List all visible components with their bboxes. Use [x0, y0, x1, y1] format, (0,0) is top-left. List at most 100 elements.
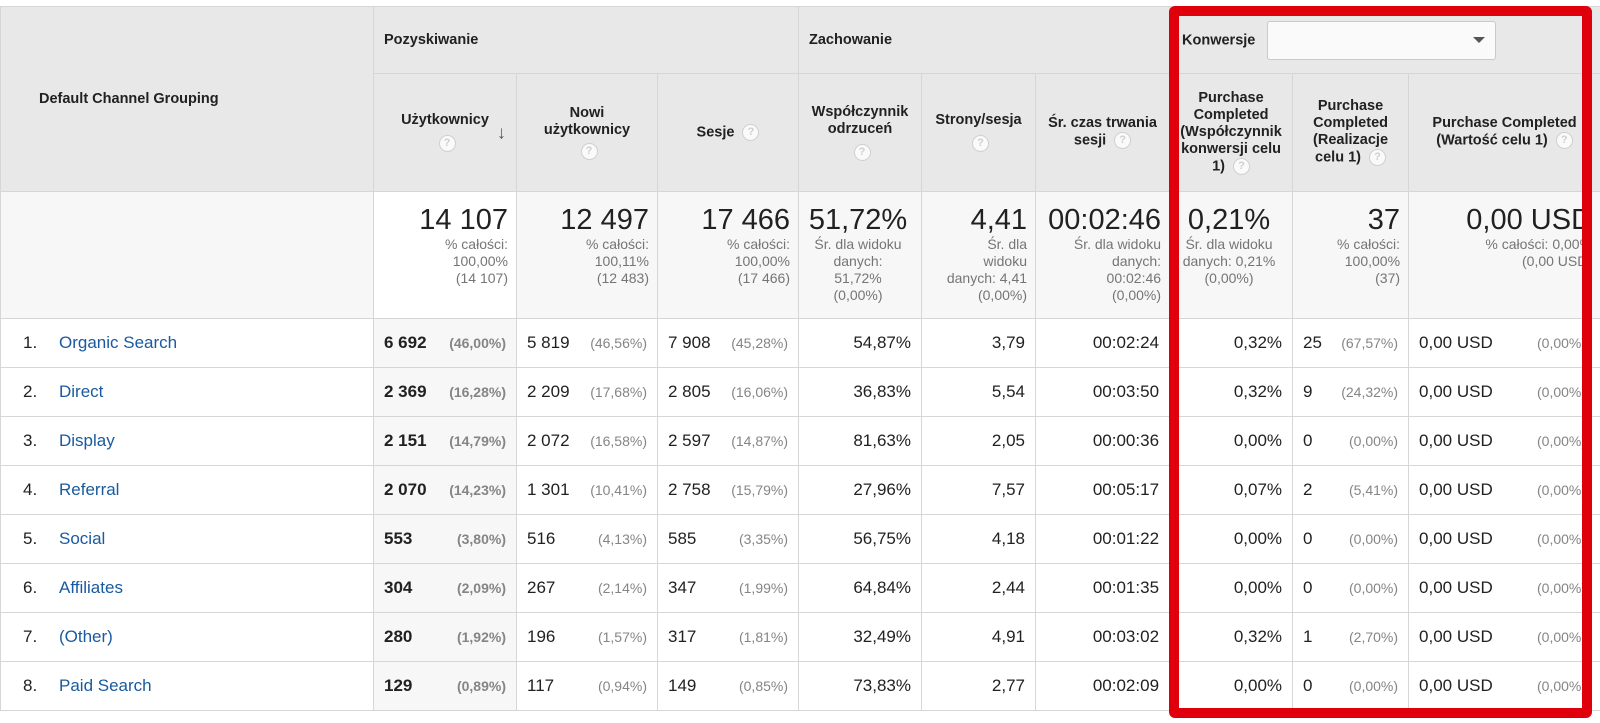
- channel-cell: 8. Paid Search: [0, 661, 374, 711]
- total-bounce-rate-note: danych:: [833, 253, 883, 269]
- users-cell: 304 (2,09%): [373, 563, 517, 613]
- column-header-users[interactable]: Użytkownicy ? ↓: [373, 73, 517, 192]
- goal-selector-dropdown[interactable]: [1267, 20, 1497, 60]
- column-header-bounce-rate[interactable]: Współczynnik odrzuceń ?: [798, 73, 923, 192]
- channel-link[interactable]: Referral: [59, 480, 120, 499]
- column-header-conv-rate[interactable]: Purchase Completed (Współczynnik konwers…: [1169, 73, 1294, 192]
- users-cell: 553 (3,80%): [373, 514, 517, 564]
- channel-link[interactable]: Social: [59, 529, 106, 548]
- goal-value-cell: 0,00 USD (0,00%): [1408, 416, 1600, 466]
- completions-percent: (0,00%): [1349, 433, 1399, 449]
- dimension-header[interactable]: Default Channel Grouping: [0, 6, 374, 192]
- avg-duration-cell: 00:00:36: [1035, 416, 1171, 466]
- bounce-rate-cell: 36,83%: [798, 367, 923, 417]
- users-cell: 2 070 (14,23%): [373, 465, 517, 515]
- completions-cell: 0 (0,00%): [1292, 661, 1410, 711]
- total-users-note: % całości:: [444, 236, 508, 252]
- channel-cell: 5. Social: [0, 514, 374, 564]
- column-conv-rate-label: Purchase Completed (Współczynnik konwers…: [1180, 89, 1282, 175]
- total-pages-session-note: Śr. dla: [987, 236, 1028, 252]
- row-index: 6.: [23, 578, 38, 597]
- total-avg-duration-note: Śr. dla widoku: [1073, 236, 1162, 252]
- new-users-cell: 117 (0,94%): [516, 661, 658, 711]
- help-icon[interactable]: ?: [853, 143, 871, 161]
- bounce-rate-cell: 73,83%: [798, 661, 923, 711]
- goal-value-percent: (0,00%): [1537, 335, 1587, 351]
- channel-link[interactable]: Paid Search: [59, 676, 152, 695]
- sessions-percent: (45,28%): [731, 335, 789, 351]
- users-value: 304: [384, 578, 413, 597]
- column-header-new-users[interactable]: Nowi użytkownicy ?: [516, 73, 658, 192]
- help-icon[interactable]: ?: [742, 123, 760, 141]
- completions-cell: 0 (0,00%): [1292, 563, 1410, 613]
- goal-value-percent: (0,00%): [1537, 580, 1587, 596]
- column-users-label: Użytkownicy: [401, 112, 489, 129]
- total-value-note: % całości: 0,00%: [1485, 236, 1593, 252]
- channel-link[interactable]: (Other): [59, 627, 113, 646]
- new-users-percent: (4,13%): [597, 531, 647, 547]
- conv-rate-cell: 0,00%: [1169, 661, 1294, 711]
- total-pages-session-note: danych: 4,41: [946, 270, 1028, 286]
- new-users-value: 516: [527, 529, 556, 548]
- new-users-percent: (1,57%): [597, 629, 647, 645]
- help-icon[interactable]: ?: [580, 142, 598, 160]
- conv-rate-cell: 0,07%: [1169, 465, 1294, 515]
- users-percent: (14,79%): [449, 433, 506, 449]
- help-icon[interactable]: ?: [1369, 149, 1387, 167]
- goal-value-percent: (0,00%): [1537, 433, 1587, 449]
- users-percent: (0,89%): [456, 678, 506, 694]
- column-header-sessions[interactable]: Sesje ?: [656, 73, 800, 192]
- new-users-value: 2 209: [527, 382, 570, 401]
- completions-cell: 0 (0,00%): [1292, 416, 1410, 466]
- group-acquisition-label: Pozyskiwanie: [384, 32, 479, 48]
- total-avg-duration-note: danych:: [1111, 253, 1162, 269]
- help-icon[interactable]: ?: [1114, 132, 1132, 150]
- conv-rate-cell: 0,00%: [1169, 514, 1294, 564]
- help-icon[interactable]: ?: [1555, 132, 1573, 150]
- new-users-percent: (46,56%): [590, 335, 647, 351]
- completions-value: 1: [1303, 627, 1313, 646]
- group-conversions-label: Konwersje: [1182, 31, 1256, 48]
- group-header-behavior: Zachowanie: [798, 6, 1171, 74]
- sessions-percent: (1,81%): [738, 629, 789, 645]
- sort-descending-icon[interactable]: ↓: [497, 122, 506, 142]
- help-icon[interactable]: ?: [1233, 157, 1250, 175]
- avg-duration-cell: 00:01:35: [1035, 563, 1171, 613]
- total-bounce-rate-note: 51,72%: [834, 270, 882, 286]
- goal-value-percent: (0,00%): [1537, 531, 1587, 547]
- completions-percent: (24,32%): [1341, 384, 1399, 400]
- data-rows: 1. Organic Search 6 692 (46,00%) 5 819 (46,56…: [0, 318, 1600, 711]
- table-row: 5. Social 553 (3,80%) 516 (4,13%) 585 (3,35%) 56…: [0, 514, 1600, 564]
- total-sessions-value: 17 466: [701, 204, 791, 236]
- completions-percent: (0,00%): [1349, 580, 1399, 596]
- sessions-value: 585: [668, 529, 697, 548]
- column-header-pages-session[interactable]: Strony/sesja ?: [921, 73, 1037, 192]
- channel-link[interactable]: Display: [59, 431, 115, 450]
- channel-link[interactable]: Direct: [59, 382, 104, 401]
- total-users-note: (14 107): [455, 270, 508, 286]
- completions-percent: (0,00%): [1349, 678, 1399, 694]
- column-header-completions[interactable]: Purchase Completed (Realizacje celu 1) ?: [1292, 73, 1410, 192]
- group-behavior-label: Zachowanie: [809, 32, 893, 48]
- channel-link[interactable]: Organic Search: [59, 333, 178, 352]
- help-icon[interactable]: ?: [972, 135, 990, 153]
- total-pages-session-note: widoku: [983, 253, 1028, 269]
- sessions-cell: 317 (1,81%): [656, 612, 800, 662]
- total-sessions-note: (17 466): [737, 270, 791, 286]
- table-row: 1. Organic Search 6 692 (46,00%) 5 819 (46,56…: [0, 318, 1600, 368]
- channel-cell: 2. Direct: [0, 367, 374, 417]
- help-icon[interactable]: ?: [438, 135, 456, 153]
- total-pages-session: 4,41 Śr. dla widoku danych: 4,41 (0,00%): [921, 191, 1037, 319]
- total-users-value: 14 107: [419, 204, 508, 236]
- sessions-value: 2 758: [668, 480, 711, 499]
- total-users: 14 107 % całości: 100,00% (14 107): [373, 191, 517, 319]
- channel-link[interactable]: Affiliates: [59, 578, 123, 597]
- bounce-rate-cell: 27,96%: [798, 465, 923, 515]
- goal-value-cell: 0,00 USD (0,00%): [1408, 661, 1600, 711]
- users-value: 2 151: [384, 431, 427, 450]
- users-percent: (46,00%): [449, 335, 506, 351]
- new-users-cell: 516 (4,13%): [516, 514, 658, 564]
- column-header-avg-duration[interactable]: Śr. czas trwania sesji ?: [1035, 73, 1171, 192]
- column-header-value[interactable]: Purchase Completed (Wartość celu 1) ?: [1408, 73, 1600, 192]
- completions-value: 0: [1303, 431, 1313, 450]
